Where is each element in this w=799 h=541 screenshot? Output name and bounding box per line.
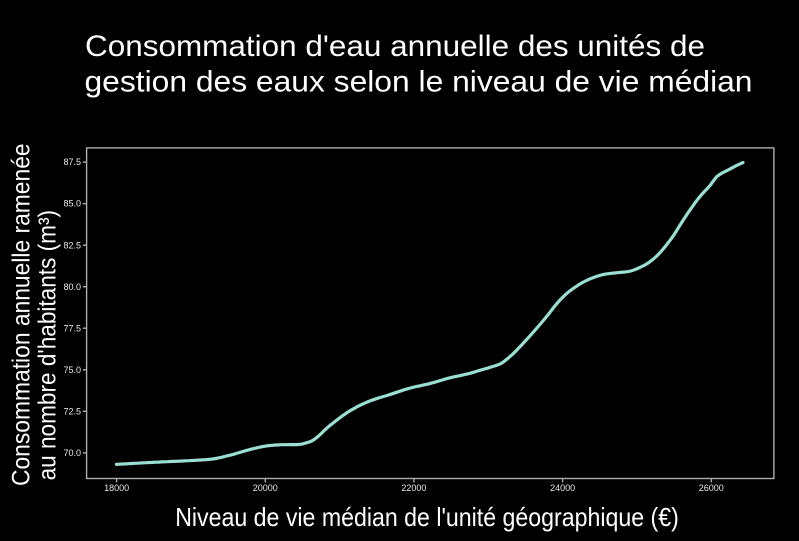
svg-text:au nombre d'habitants (m³): au nombre d'habitants (m³) [33, 210, 61, 480]
svg-text:70.0: 70.0 [63, 448, 81, 458]
svg-text:85.0: 85.0 [63, 199, 81, 209]
svg-text:Niveau de vie médian de l'unit: Niveau de vie médian de l'unité géograph… [175, 502, 679, 532]
svg-text:Consommation annuelle ramenée: Consommation annuelle ramenée [8, 143, 36, 486]
svg-text:20000: 20000 [253, 483, 278, 493]
svg-text:Consommation d'eau annuelle de: Consommation d'eau annuelle des unités d… [85, 30, 705, 63]
svg-text:82.5: 82.5 [63, 240, 81, 250]
svg-text:87.5: 87.5 [63, 157, 81, 167]
svg-text:22000: 22000 [401, 483, 426, 493]
svg-text:26000: 26000 [699, 483, 724, 493]
svg-text:gestion des eaux selon le nive: gestion des eaux selon le niveau de vie … [85, 66, 753, 99]
svg-text:80.0: 80.0 [63, 282, 81, 292]
svg-text:75.0: 75.0 [63, 365, 81, 375]
svg-text:18000: 18000 [104, 483, 129, 493]
svg-text:72.5: 72.5 [63, 406, 81, 416]
svg-text:77.5: 77.5 [63, 323, 81, 333]
svg-text:24000: 24000 [550, 483, 575, 493]
